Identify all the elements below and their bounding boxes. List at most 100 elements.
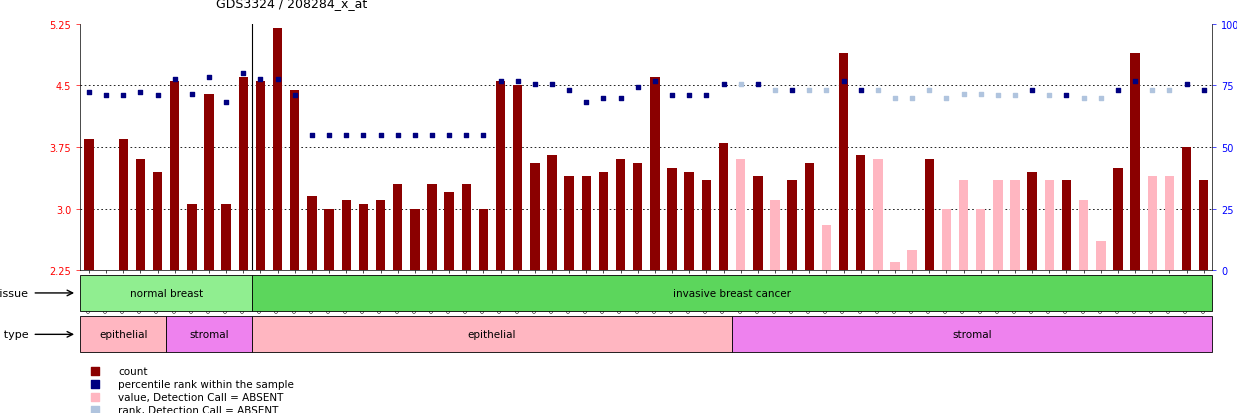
- Point: [147, 93, 167, 100]
- Bar: [1061, 180, 1071, 271]
- Point: [508, 79, 528, 85]
- Bar: [1181, 148, 1191, 271]
- Point: [84, 381, 104, 387]
- Bar: [788, 180, 797, 271]
- Bar: [239, 78, 249, 271]
- Point: [679, 93, 699, 100]
- Text: value, Detection Call = ABSENT: value, Detection Call = ABSENT: [118, 392, 283, 402]
- Bar: [221, 205, 231, 271]
- Point: [404, 132, 424, 139]
- Point: [559, 87, 579, 94]
- Bar: [684, 172, 694, 271]
- Bar: [119, 140, 127, 271]
- Bar: [461, 185, 471, 271]
- Bar: [581, 176, 591, 271]
- Point: [1091, 95, 1111, 102]
- Point: [748, 81, 768, 88]
- Point: [1194, 87, 1213, 94]
- Bar: [1113, 168, 1123, 271]
- Text: tissue: tissue: [0, 288, 28, 298]
- Bar: [204, 95, 214, 271]
- Point: [731, 81, 751, 88]
- Bar: [1165, 176, 1174, 271]
- Bar: [496, 82, 505, 271]
- Point: [1006, 93, 1025, 100]
- Point: [456, 132, 476, 139]
- Bar: [1028, 172, 1037, 271]
- Point: [764, 87, 784, 94]
- Bar: [1199, 180, 1209, 271]
- Point: [182, 91, 202, 98]
- Point: [96, 93, 116, 100]
- Point: [886, 95, 905, 102]
- Bar: [839, 53, 849, 271]
- Point: [988, 93, 1008, 100]
- Bar: [821, 225, 831, 271]
- Point: [1176, 81, 1196, 88]
- Point: [816, 87, 836, 94]
- Bar: [1148, 176, 1157, 271]
- Point: [302, 132, 322, 139]
- Bar: [359, 205, 369, 271]
- Point: [371, 132, 391, 139]
- Bar: [479, 209, 489, 271]
- Text: GDS3324 / 208284_x_at: GDS3324 / 208284_x_at: [216, 0, 367, 10]
- Point: [662, 93, 682, 100]
- Bar: [341, 201, 351, 271]
- Bar: [804, 164, 814, 271]
- Point: [524, 81, 544, 88]
- Point: [1142, 87, 1162, 94]
- Bar: [616, 160, 626, 271]
- Point: [199, 75, 219, 81]
- Point: [851, 87, 871, 94]
- Point: [954, 91, 974, 98]
- Point: [285, 93, 304, 100]
- Point: [1074, 95, 1094, 102]
- Point: [1126, 79, 1145, 85]
- Point: [474, 132, 494, 139]
- Bar: [273, 29, 282, 271]
- Bar: [547, 156, 557, 271]
- Bar: [256, 82, 265, 271]
- Bar: [513, 86, 522, 271]
- Point: [319, 132, 339, 139]
- Point: [354, 132, 374, 139]
- Bar: [169, 82, 179, 271]
- Point: [165, 76, 184, 83]
- Bar: [959, 180, 969, 271]
- Point: [971, 91, 991, 98]
- Bar: [908, 250, 917, 271]
- Bar: [564, 176, 574, 271]
- Bar: [307, 197, 317, 271]
- Point: [336, 132, 356, 139]
- Point: [868, 87, 888, 94]
- Bar: [599, 172, 609, 271]
- Point: [267, 76, 287, 83]
- Point: [79, 90, 99, 96]
- Bar: [252, 275, 1212, 311]
- Bar: [701, 180, 711, 271]
- Text: epithelial: epithelial: [468, 330, 516, 339]
- Bar: [1011, 180, 1019, 271]
- Bar: [993, 180, 1003, 271]
- Point: [491, 79, 511, 85]
- Text: normal breast: normal breast: [130, 288, 203, 298]
- Bar: [252, 317, 732, 352]
- Point: [251, 76, 271, 83]
- Point: [611, 95, 631, 102]
- Point: [439, 132, 459, 139]
- Point: [114, 93, 134, 100]
- Bar: [84, 140, 94, 271]
- Bar: [719, 144, 729, 271]
- Bar: [187, 205, 197, 271]
- Bar: [753, 176, 762, 271]
- Bar: [891, 262, 899, 271]
- Bar: [531, 164, 539, 271]
- Bar: [393, 185, 402, 271]
- Bar: [924, 160, 934, 271]
- Point: [1056, 93, 1076, 100]
- Text: invasive breast cancer: invasive breast cancer: [673, 288, 792, 298]
- Bar: [324, 209, 334, 271]
- Point: [696, 93, 716, 100]
- Bar: [633, 164, 642, 271]
